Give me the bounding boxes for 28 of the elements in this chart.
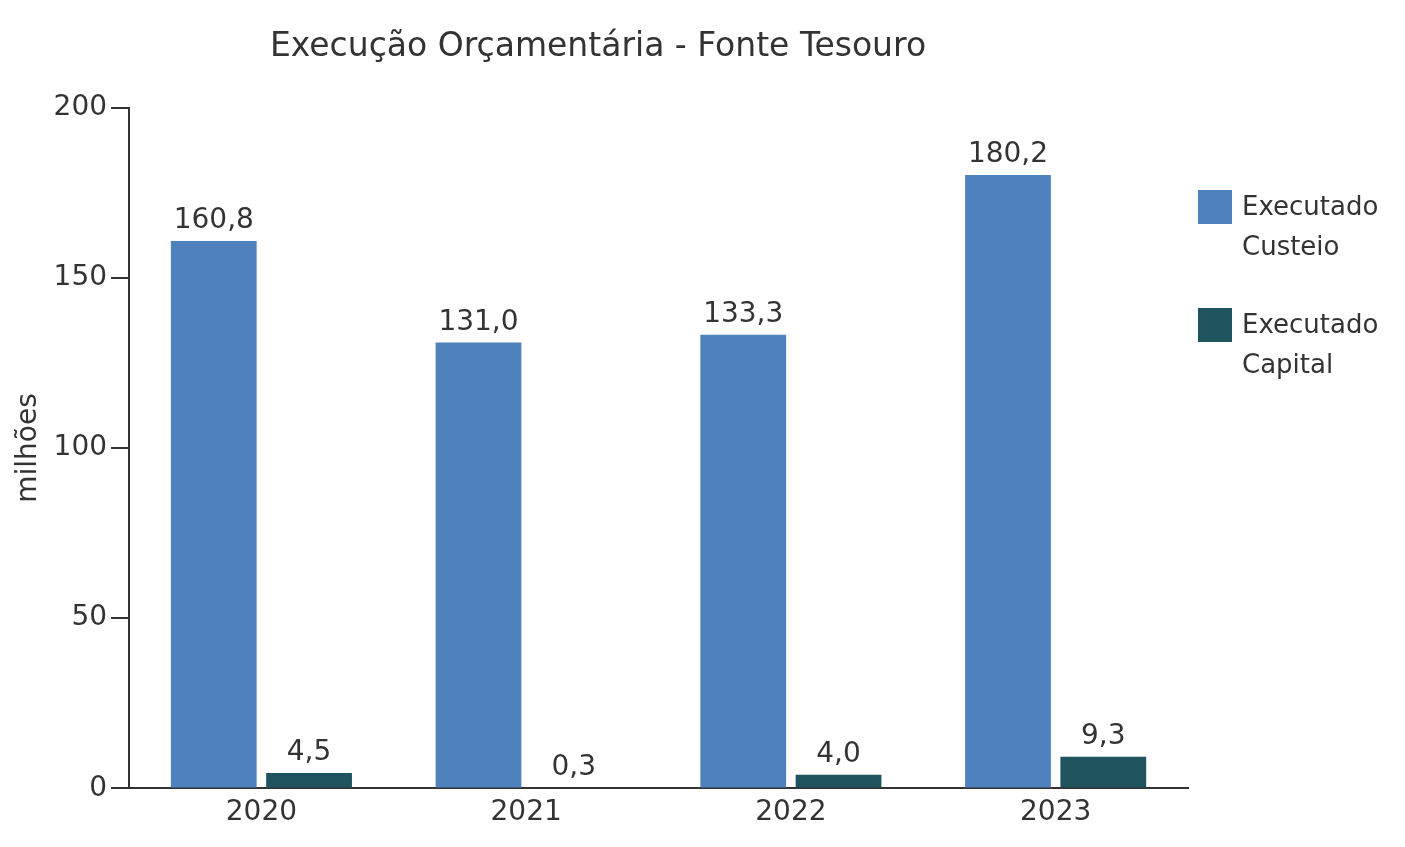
legend-label: Executado Capital	[1242, 308, 1380, 381]
data-label: 131,0	[438, 303, 519, 337]
x-tick-label: 2021	[490, 794, 562, 828]
data-label: 0,3	[551, 748, 597, 782]
bar	[700, 334, 787, 788]
legend-label: Executado Custeio	[1242, 190, 1380, 263]
y-axis-title: milhões	[10, 393, 44, 503]
y-tick-label: 200	[53, 88, 108, 122]
y-tick-label: 150	[53, 259, 108, 293]
x-tick-label: 2023	[1020, 794, 1092, 828]
bar	[170, 241, 257, 788]
data-label: 180,2	[967, 136, 1049, 170]
data-label: 160,8	[173, 202, 254, 236]
data-label: 4,0	[816, 736, 861, 770]
bar	[1060, 756, 1147, 788]
data-label: 133,3	[703, 295, 784, 329]
y-tick-label: 0	[89, 769, 108, 803]
bar	[266, 773, 352, 788]
bar	[795, 774, 882, 788]
y-tick-label: 100	[53, 429, 108, 463]
x-tick-label: 2020	[225, 794, 298, 828]
x-tick-label: 2022	[755, 794, 827, 828]
chart-title: Execução Orçamentária - Fonte Tesouro	[269, 25, 927, 65]
bar	[965, 175, 1051, 788]
bar	[435, 342, 522, 788]
y-tick-label: 50	[71, 599, 108, 633]
data-label: 4,5	[286, 734, 332, 768]
data-label: 9,3	[1081, 718, 1126, 752]
